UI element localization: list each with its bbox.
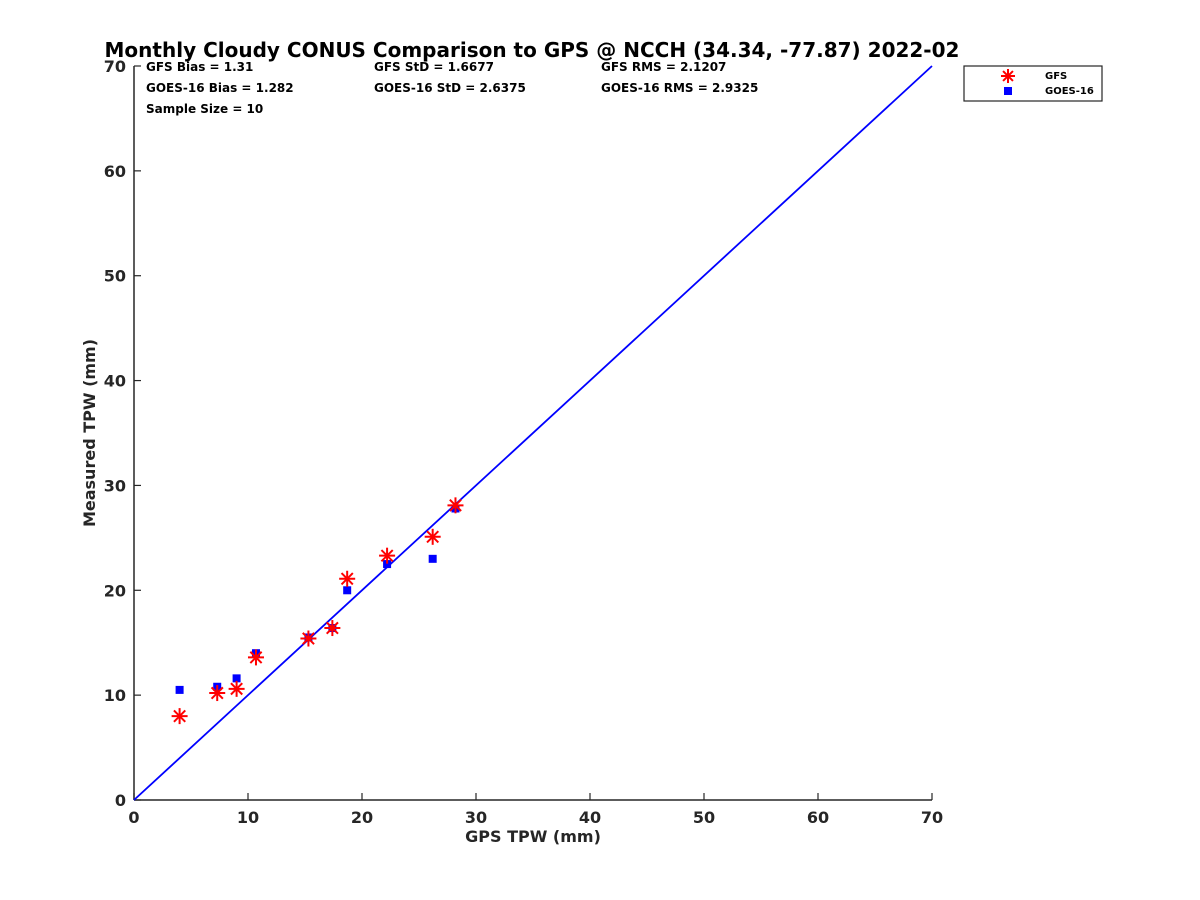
- stats-block: GFS Bias = 1.31 GOES-16 Bias = 1.282 Sam…: [146, 60, 758, 116]
- goes16-point: [343, 586, 352, 595]
- legend-gfs-label: GFS: [1045, 71, 1067, 82]
- legend-goes16-marker: [1004, 87, 1012, 95]
- gfs-point: [324, 620, 341, 637]
- y-tick-label: 50: [104, 267, 126, 286]
- gfs-rms-text: GFS RMS = 2.1207: [601, 60, 726, 74]
- x-tick-label: 20: [351, 808, 373, 827]
- gfs-point: [379, 547, 396, 564]
- x-tick-label: 40: [579, 808, 601, 827]
- y-axis-label: Measured TPW (mm): [80, 339, 99, 527]
- goes16-point: [428, 554, 437, 563]
- gfs-point: [300, 630, 317, 647]
- gfs-point: [209, 685, 226, 702]
- y-tick-label: 30: [104, 476, 126, 495]
- legend-box: [963, 65, 1103, 102]
- legend-goes16-label: GOES-16: [1045, 86, 1094, 97]
- chart-title: Monthly Cloudy CONUS Comparison to GPS @…: [105, 38, 960, 62]
- x-tick-label: 70: [921, 808, 943, 827]
- x-axis-label: GPS TPW (mm): [465, 827, 601, 846]
- goes16-point: [175, 685, 184, 694]
- y-tick-label: 20: [104, 581, 126, 600]
- y-tick-label: 40: [104, 372, 126, 391]
- gfs-point: [424, 528, 441, 545]
- gfs-std-text: GFS StD = 1.6677: [374, 60, 494, 74]
- y-tick-label: 0: [115, 791, 126, 810]
- y-tick-label: 60: [104, 162, 126, 181]
- gfs-point: [171, 708, 188, 725]
- goes-bias-text: GOES-16 Bias = 1.282: [146, 81, 294, 95]
- y-tick-label: 70: [104, 57, 126, 76]
- gfs-point: [447, 497, 464, 514]
- y-tick-label: 10: [104, 686, 126, 705]
- one-to-one-line: [133, 65, 933, 801]
- x-tick-label: 0: [128, 808, 139, 827]
- gfs-point: [228, 680, 245, 697]
- x-tick-label: 50: [693, 808, 715, 827]
- legend: GFS GOES-16: [963, 65, 1103, 102]
- gfs-point: [339, 570, 356, 587]
- goes-rms-text: GOES-16 RMS = 2.9325: [601, 81, 758, 95]
- gfs-point: [247, 649, 264, 666]
- gfs-bias-text: GFS Bias = 1.31: [146, 60, 253, 74]
- sample-size-text: Sample Size = 10: [146, 102, 263, 116]
- plot-area: [133, 66, 932, 801]
- goes16-point: [383, 560, 392, 569]
- goes16-point: [232, 674, 241, 683]
- legend-gfs-marker: [1001, 69, 1015, 83]
- x-tick-label: 10: [237, 808, 259, 827]
- goes-std-text: GOES-16 StD = 2.6375: [374, 81, 526, 95]
- x-tick-label: 30: [465, 808, 487, 827]
- x-tick-label: 60: [807, 808, 829, 827]
